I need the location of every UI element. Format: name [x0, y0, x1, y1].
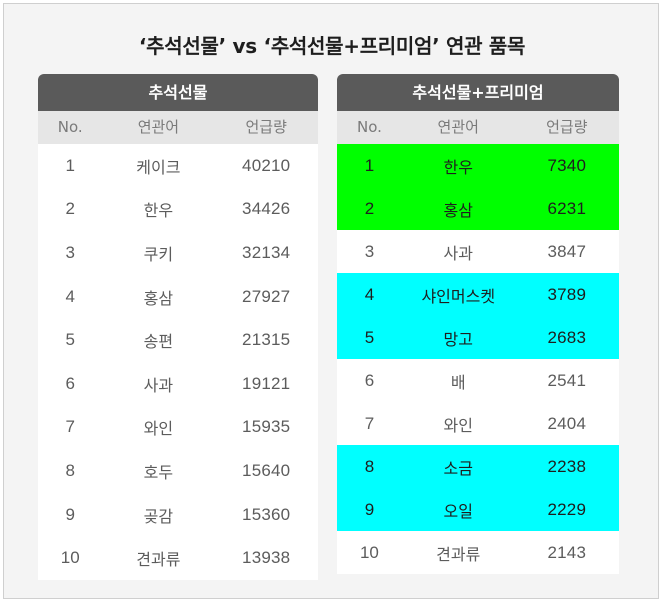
- table-row: 9 오일 2229: [337, 488, 619, 531]
- table-title: 추석선물+프리미엄: [337, 74, 619, 111]
- row-mention-count: 6231: [547, 198, 587, 218]
- row-mention-count: 2404: [547, 413, 587, 433]
- table-row: 3 쿠키 32134: [38, 231, 318, 275]
- row-keyword: 와인: [143, 419, 174, 439]
- table-row: 5 송편 21315: [38, 318, 318, 362]
- table-row: 8 호두 15640: [38, 449, 318, 493]
- column-header-no: No.: [57, 118, 83, 136]
- table-row: 6 사과 19121: [38, 362, 318, 406]
- table-row: 7 와인 2404: [337, 402, 619, 445]
- table-row: 1 한우 7340: [337, 144, 619, 187]
- row-keyword: 샤인머스켓: [421, 286, 496, 306]
- row-number: 7: [65, 417, 75, 437]
- row-number: 3: [65, 242, 75, 262]
- page-title: ‘추석선물’ vs ‘추석선물+프리미엄’ 연관 품목: [138, 34, 526, 58]
- table-body: 1 한우 7340 2 홍삼 6231 3 사과 3847 4 샤인머스켓 3789 5 망고 2683 6 배…: [337, 144, 619, 574]
- row-keyword: 사과: [143, 375, 174, 395]
- row-mention-count: 2229: [547, 499, 587, 519]
- table-row: 8 소금 2238: [337, 445, 619, 488]
- table-row: 3 사과 3847: [337, 230, 619, 273]
- table-row: 10 견과류 13938: [38, 536, 318, 580]
- row-keyword: 호두: [143, 462, 174, 482]
- row-number: 9: [364, 499, 375, 519]
- row-mention-count: 34426: [242, 199, 291, 219]
- row-number: 7: [364, 413, 375, 433]
- row-mention-count: 2238: [547, 456, 587, 476]
- table-row: 2 홍삼 6231: [337, 187, 619, 230]
- table-row: 2 한우 34426: [38, 188, 318, 232]
- row-mention-count: 21315: [242, 330, 291, 350]
- table-chuseok-gift: 추석선물 No. 연관어 언급량 1 케이크 40210 2 한우 34426 3 쿠키 321…: [38, 74, 318, 580]
- row-keyword: 한우: [143, 201, 174, 221]
- row-keyword: 와인: [443, 415, 473, 435]
- row-keyword: 케이크: [136, 157, 181, 177]
- row-keyword: 쿠키: [143, 244, 174, 264]
- row-keyword: 송편: [143, 332, 174, 352]
- row-number: 1: [364, 155, 375, 175]
- table-chuseok-gift-premium: 추석선물+프리미엄 No. 연관어 언급량 1 한우 7340 2 홍삼 6231 3 사과 3…: [337, 74, 619, 574]
- row-number: 8: [364, 456, 375, 476]
- row-keyword: 배: [450, 372, 466, 392]
- row-mention-count: 2143: [547, 542, 587, 562]
- table-row: 10 견과류 2143: [337, 531, 619, 574]
- column-header-word: 연관어: [437, 118, 479, 136]
- row-number: 10: [359, 542, 379, 562]
- row-number: 6: [364, 370, 375, 390]
- row-mention-count: 13938: [242, 548, 291, 568]
- column-header-count: 언급량: [546, 118, 588, 136]
- table-row: 5 망고 2683: [337, 316, 619, 359]
- row-mention-count: 7340: [547, 155, 587, 175]
- column-header-count: 언급량: [245, 118, 287, 136]
- table-row: 4 홍삼 27927: [38, 275, 318, 319]
- table-header: No. 연관어 언급량: [337, 111, 619, 144]
- row-keyword: 견과류: [136, 550, 181, 570]
- table-body: 1 케이크 40210 2 한우 34426 3 쿠키 32134 4 홍삼 27927 5 송편 2131…: [38, 144, 318, 580]
- row-mention-count: 2541: [547, 370, 587, 390]
- row-number: 5: [65, 330, 75, 350]
- row-number: 6: [65, 373, 75, 393]
- row-number: 3: [364, 241, 375, 261]
- table-row: 7 와인 15935: [38, 406, 318, 450]
- row-mention-count: 27927: [242, 286, 291, 306]
- row-mention-count: 3789: [547, 284, 587, 304]
- row-keyword: 소금: [443, 458, 473, 478]
- column-header-word: 연관어: [137, 118, 180, 136]
- row-number: 8: [65, 460, 75, 480]
- row-keyword: 오일: [443, 501, 473, 521]
- column-header-no: No.: [356, 118, 382, 136]
- row-number: 4: [65, 286, 75, 306]
- table-row: 1 케이크 40210: [38, 144, 318, 188]
- row-number: 10: [60, 548, 80, 568]
- table-header: No. 연관어 언급량: [38, 111, 318, 144]
- row-number: 1: [65, 155, 75, 175]
- row-keyword: 홍삼: [443, 200, 473, 220]
- row-mention-count: 15640: [242, 460, 291, 480]
- row-number: 2: [364, 198, 375, 218]
- row-keyword: 사과: [443, 243, 473, 263]
- row-mention-count: 15935: [242, 417, 291, 437]
- row-keyword: 한우: [443, 157, 473, 177]
- row-keyword: 견과류: [436, 544, 481, 564]
- table-row: 6 배 2541: [337, 359, 619, 402]
- table-title: 추석선물: [38, 74, 318, 111]
- infographic-frame: ‘추석선물’ vs ‘추석선물+프리미엄’ 연관 품목 추석선물 No. 연관어…: [3, 3, 659, 599]
- table-row: 9 곶감 15360: [38, 493, 318, 537]
- row-mention-count: 15360: [242, 504, 291, 524]
- row-keyword: 곶감: [143, 506, 174, 526]
- row-keyword: 망고: [443, 329, 473, 349]
- row-number: 9: [65, 504, 75, 524]
- row-keyword: 홍삼: [143, 288, 174, 308]
- row-mention-count: 40210: [242, 155, 291, 175]
- row-mention-count: 3847: [547, 241, 587, 261]
- row-number: 5: [364, 327, 375, 347]
- row-number: 4: [364, 284, 375, 304]
- row-number: 2: [65, 199, 75, 219]
- row-mention-count: 19121: [242, 373, 291, 393]
- table-row: 4 샤인머스켓 3789: [337, 273, 619, 316]
- row-mention-count: 32134: [242, 242, 291, 262]
- row-mention-count: 2683: [547, 327, 587, 347]
